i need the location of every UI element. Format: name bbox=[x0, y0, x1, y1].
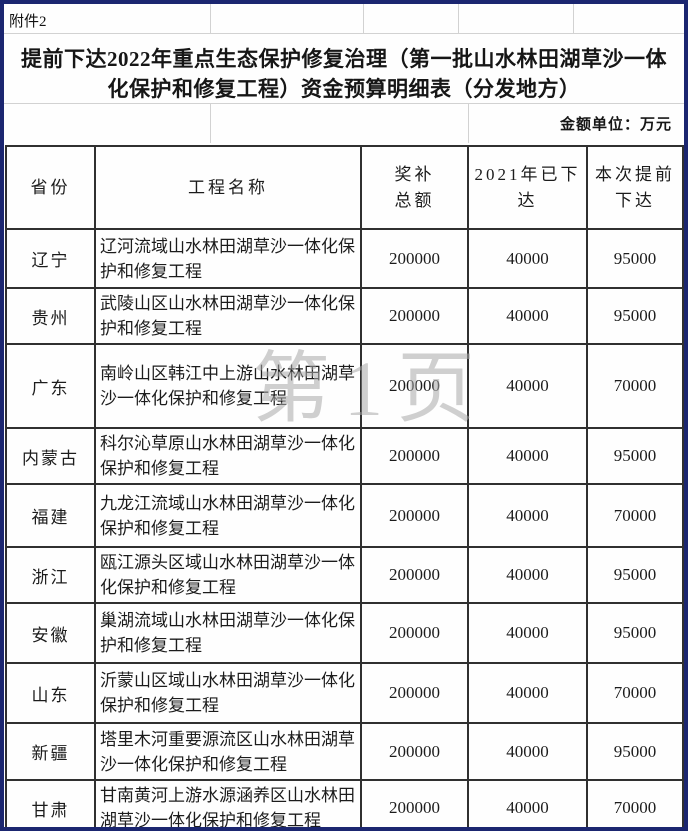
total-cell: 200000 bbox=[360, 287, 469, 345]
issued2021-cell: 40000 bbox=[467, 546, 588, 604]
issued2021-cell: 40000 bbox=[467, 427, 588, 485]
gridline bbox=[363, 4, 364, 33]
province-cell: 内蒙古 bbox=[5, 427, 96, 485]
issued2021-cell: 40000 bbox=[467, 228, 588, 289]
project-cell: 辽河流域山水林田湖草沙一体化保护和修复工程 bbox=[94, 228, 362, 289]
issued2021-cell: 40000 bbox=[467, 722, 588, 781]
province-cell: 甘肃 bbox=[5, 779, 96, 827]
total-cell: 200000 bbox=[360, 602, 469, 664]
advance-cell: 95000 bbox=[586, 427, 684, 485]
project-cell: 沂蒙山区域山水林田湖草沙一体化保护和修复工程 bbox=[94, 662, 362, 724]
advance-cell: 70000 bbox=[586, 662, 684, 724]
advance-cell: 70000 bbox=[586, 483, 684, 548]
issued2021-cell: 40000 bbox=[467, 343, 588, 429]
table-row: 甘肃 甘南黄河上游水源涵养区山水林田湖草沙一体化保护和修复工程 200000 4… bbox=[5, 779, 684, 827]
issued2021-cell: 40000 bbox=[467, 779, 588, 827]
project-cell: 南岭山区韩江中上游山水林田湖草沙一体化保护和修复工程 bbox=[94, 343, 362, 429]
table-row: 浙江 瓯江源头区域山水林田湖草沙一体化保护和修复工程 200000 40000 … bbox=[5, 546, 684, 604]
header-row: 省份 工程名称 奖补 总额 2021年已下 达 本次提前 下达 bbox=[5, 145, 684, 230]
project-cell: 科尔沁草原山水林田湖草沙一体化保护和修复工程 bbox=[94, 427, 362, 485]
table-row: 新疆 塔里木河重要源流区山水林田湖草沙一体化保护和修复工程 200000 400… bbox=[5, 722, 684, 781]
issued2021-cell: 40000 bbox=[467, 287, 588, 345]
table-row: 内蒙古 科尔沁草原山水林田湖草沙一体化保护和修复工程 200000 40000 … bbox=[5, 427, 684, 485]
province-cell: 山东 bbox=[5, 662, 96, 724]
total-cell: 200000 bbox=[360, 427, 469, 485]
province-cell: 贵州 bbox=[5, 287, 96, 345]
province-cell: 安徽 bbox=[5, 602, 96, 664]
issued2021-cell: 40000 bbox=[467, 483, 588, 548]
gridline bbox=[458, 4, 459, 33]
document-title: 提前下达2022年重点生态保护修复治理（第一批山水林田湖草沙一体化保护和修复工程… bbox=[21, 47, 667, 101]
table-row: 辽宁 辽河流域山水林田湖草沙一体化保护和修复工程 200000 40000 95… bbox=[5, 228, 684, 289]
table-row: 福建 九龙江流域山水林田湖草沙一体化保护和修复工程 200000 40000 7… bbox=[5, 483, 684, 548]
advance-cell: 95000 bbox=[586, 228, 684, 289]
total-cell: 200000 bbox=[360, 662, 469, 724]
gridline bbox=[4, 33, 684, 34]
province-cell: 广东 bbox=[5, 343, 96, 429]
table-row: 广东 南岭山区韩江中上游山水林田湖草沙一体化保护和修复工程 200000 400… bbox=[5, 343, 684, 429]
header-issued-2021: 2021年已下 达 bbox=[467, 145, 588, 230]
table-row: 贵州 武陵山区山水林田湖草沙一体化保护和修复工程 200000 40000 95… bbox=[5, 287, 684, 345]
total-cell: 200000 bbox=[360, 343, 469, 429]
unit-note: 金额单位：万元 bbox=[559, 117, 672, 133]
advance-cell: 95000 bbox=[586, 722, 684, 781]
issued2021-cell: 40000 bbox=[467, 602, 588, 664]
header-advance: 本次提前 下达 bbox=[586, 145, 684, 230]
header-total: 奖补 总额 bbox=[360, 145, 469, 230]
total-cell: 200000 bbox=[360, 779, 469, 827]
gridline bbox=[210, 103, 211, 143]
province-cell: 福建 bbox=[5, 483, 96, 548]
table-row: 山东 沂蒙山区域山水林田湖草沙一体化保护和修复工程 200000 40000 7… bbox=[5, 662, 684, 724]
total-cell: 200000 bbox=[360, 722, 469, 781]
advance-cell: 95000 bbox=[586, 602, 684, 664]
gridline bbox=[468, 103, 469, 143]
province-cell: 新疆 bbox=[5, 722, 96, 781]
attachment-label: 附件2 bbox=[9, 14, 47, 30]
project-cell: 巢湖流域山水林田湖草沙一体化保护和修复工程 bbox=[94, 602, 362, 664]
issued2021-cell: 40000 bbox=[467, 662, 588, 724]
budget-table: 省份 工程名称 奖补 总额 2021年已下 达 本次提前 下达 辽宁 辽河流域山… bbox=[5, 145, 684, 827]
project-cell: 甘南黄河上游水源涵养区山水林田湖草沙一体化保护和修复工程 bbox=[94, 779, 362, 827]
advance-cell: 95000 bbox=[586, 287, 684, 345]
project-cell: 九龙江流域山水林田湖草沙一体化保护和修复工程 bbox=[94, 483, 362, 548]
total-cell: 200000 bbox=[360, 483, 469, 548]
table-row: 安徽 巢湖流域山水林田湖草沙一体化保护和修复工程 200000 40000 95… bbox=[5, 602, 684, 664]
gridline bbox=[4, 103, 684, 104]
project-cell: 瓯江源头区域山水林田湖草沙一体化保护和修复工程 bbox=[94, 546, 362, 604]
project-cell: 武陵山区山水林田湖草沙一体化保护和修复工程 bbox=[94, 287, 362, 345]
total-cell: 200000 bbox=[360, 228, 469, 289]
total-cell: 200000 bbox=[360, 546, 469, 604]
advance-cell: 95000 bbox=[586, 546, 684, 604]
project-cell: 塔里木河重要源流区山水林田湖草沙一体化保护和修复工程 bbox=[94, 722, 362, 781]
province-cell: 浙江 bbox=[5, 546, 96, 604]
province-cell: 辽宁 bbox=[5, 228, 96, 289]
header-project: 工程名称 bbox=[94, 145, 362, 230]
header-province: 省份 bbox=[5, 145, 96, 230]
advance-cell: 70000 bbox=[586, 343, 684, 429]
gridline bbox=[573, 4, 574, 33]
gridline bbox=[210, 4, 211, 33]
advance-cell: 70000 bbox=[586, 779, 684, 827]
